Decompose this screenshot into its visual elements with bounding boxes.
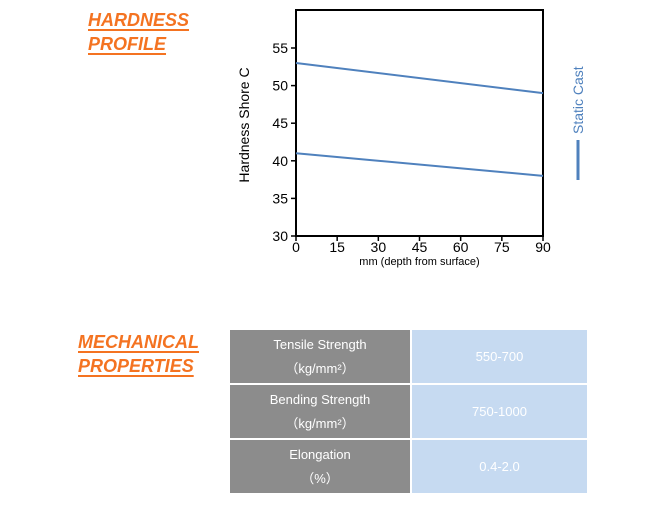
properties-table: Tensile Strength （kg/mm²） 550-700 Bendin… xyxy=(230,330,587,493)
property-name: Tensile Strength xyxy=(273,336,367,352)
x-tick-label: 75 xyxy=(494,239,510,255)
x-axis-label: mm (depth from surface) xyxy=(359,256,479,268)
y-tick-label: 50 xyxy=(272,78,288,94)
property-unit: （kg/mm²） xyxy=(285,360,355,376)
x-tick-label: 15 xyxy=(329,239,345,255)
hardness-profile-heading: HARDNESS PROFILE xyxy=(88,8,189,56)
table-row: Bending Strength （kg/mm²） 750-1000 xyxy=(230,385,587,440)
property-unit: （kg/mm²） xyxy=(285,415,355,431)
series-line xyxy=(295,152,544,177)
y-tick-label: 40 xyxy=(272,153,288,169)
hardness-heading-line1: HARDNESS xyxy=(88,10,190,30)
y-axis-label: Hardness Shore C xyxy=(236,67,252,182)
y-tick-label: 45 xyxy=(272,115,288,131)
mechanical-heading-line2: PROPERTIES xyxy=(78,356,194,376)
plot-frame xyxy=(295,9,544,237)
hardness-chart: 30 35 40 45 50 55 0 15 30 45 60 75 90 mm (depth from … xyxy=(236,9,586,268)
property-label-cell: Bending Strength （kg/mm²） xyxy=(230,385,412,438)
property-value: 0.4-2.0 xyxy=(412,440,587,493)
property-label-cell: Tensile Strength （kg/mm²） xyxy=(230,330,412,383)
x-tick-label: 60 xyxy=(453,239,469,255)
mechanical-properties-heading: MECHANICAL PROPERTIES xyxy=(78,330,199,378)
property-label-cell: Elongation （%） xyxy=(230,440,412,493)
x-tick-label: 30 xyxy=(371,239,387,255)
x-tick-label: 45 xyxy=(412,239,428,255)
property-unit: （%） xyxy=(301,470,339,486)
x-tick-label: 0 xyxy=(292,239,300,255)
y-tick-label: 55 xyxy=(272,40,288,56)
hardness-heading-line2: PROFILE xyxy=(88,34,167,54)
y-tick-label: 35 xyxy=(272,190,288,206)
property-value: 750-1000 xyxy=(412,385,587,438)
series-line xyxy=(295,62,544,95)
property-value: 550-700 xyxy=(412,330,587,383)
legend-label: Static Cast xyxy=(570,66,586,134)
property-name: Elongation xyxy=(289,446,351,462)
x-tick-label: 90 xyxy=(535,239,551,255)
mechanical-heading-line1: MECHANICAL xyxy=(78,332,199,352)
property-name: Bending Strength xyxy=(269,391,371,407)
table-row: Elongation （%） 0.4-2.0 xyxy=(230,440,587,493)
y-tick-label: 30 xyxy=(272,228,288,244)
table-row: Tensile Strength （kg/mm²） 550-700 xyxy=(230,330,587,385)
